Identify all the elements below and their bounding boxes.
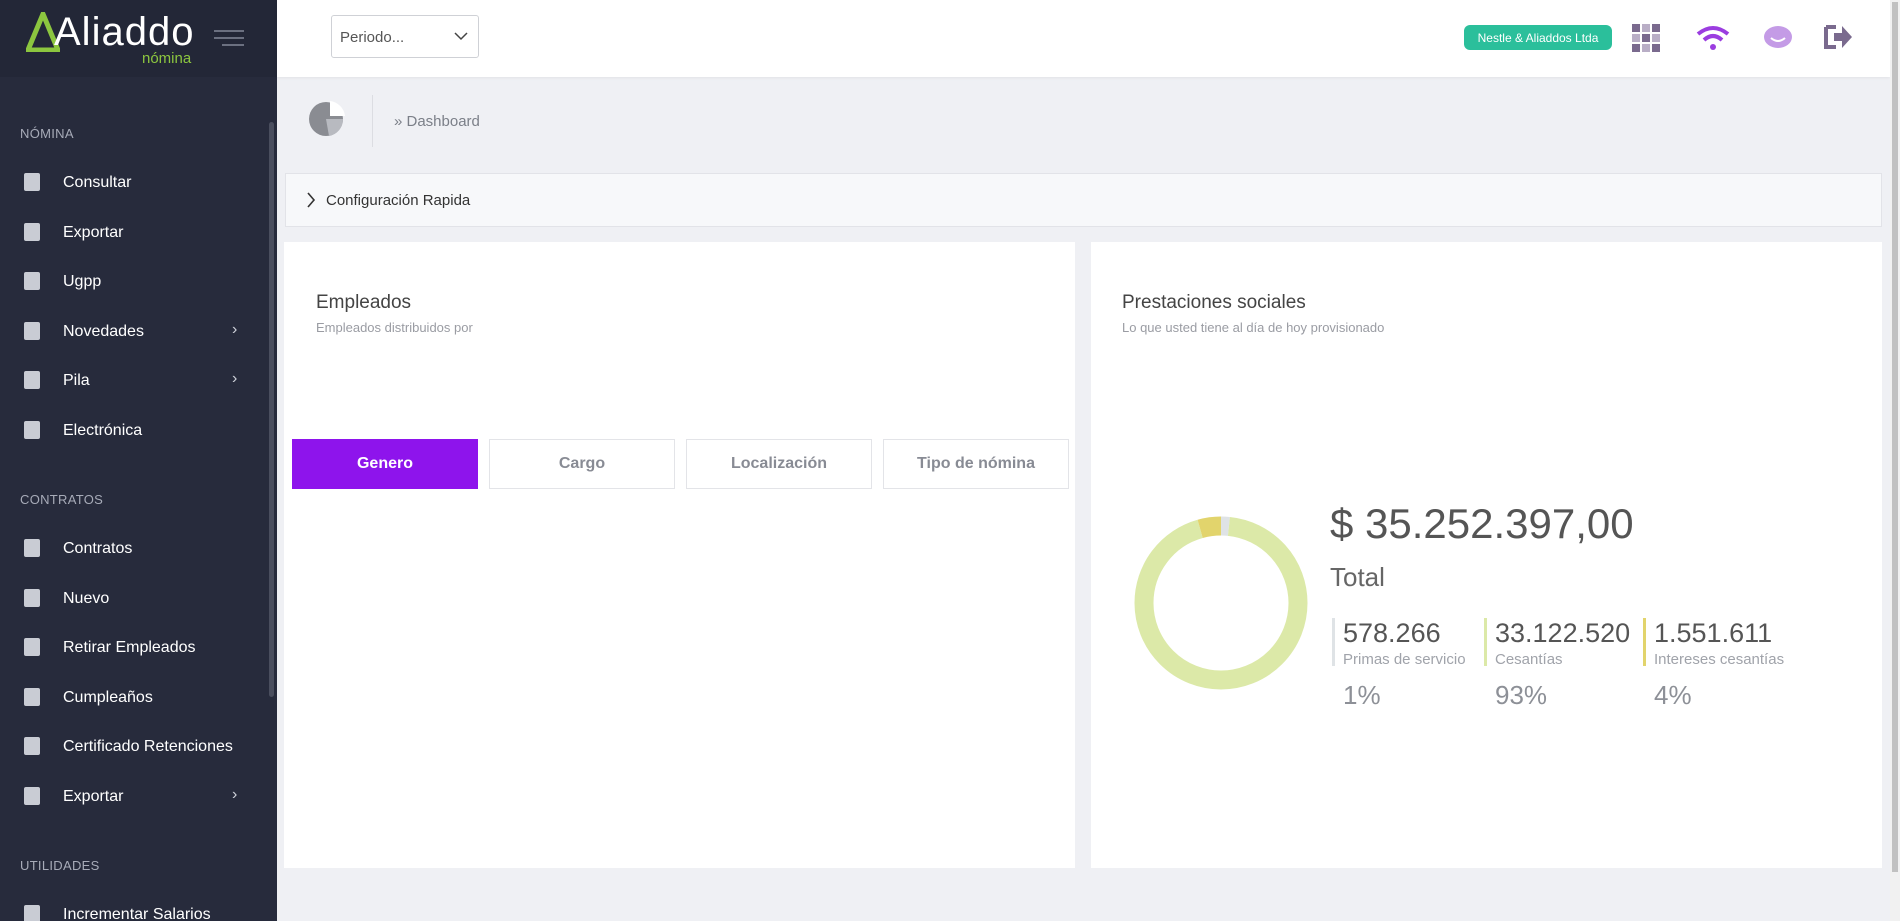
donut-segment xyxy=(1134,516,1308,690)
logo-icon xyxy=(26,12,60,52)
card-title: Prestaciones sociales xyxy=(1122,292,1306,313)
item-percent: 93% xyxy=(1495,680,1548,710)
menu-item[interactable]: Retirar Empleados xyxy=(63,639,196,656)
tab[interactable]: Tipo de nómina xyxy=(883,439,1069,489)
page-scrollbar xyxy=(1890,0,1900,921)
menu-item[interactable]: Nuevo xyxy=(63,589,110,607)
menu-item[interactable]: Contratos xyxy=(63,540,133,557)
chat-icon[interactable] xyxy=(1763,24,1793,52)
menu-item[interactable]: Pila xyxy=(63,372,90,389)
menu-toggle[interactable] xyxy=(214,28,244,48)
menu-icon xyxy=(24,272,40,290)
logout-icon[interactable] xyxy=(1824,24,1854,50)
total-value: $ 35.252.397,00 xyxy=(1330,500,1634,547)
item-label: Intereses cesantías xyxy=(1654,651,1785,668)
submenu-chevron: › xyxy=(232,785,238,803)
company-badge[interactable]: Nestle & Aliaddos Ltda xyxy=(1464,25,1612,50)
logo-text: Aliaddo xyxy=(54,10,195,54)
menu-icon xyxy=(24,638,40,656)
item-percent: 1% xyxy=(1343,680,1381,710)
menu-icon xyxy=(24,588,40,607)
apps-icon[interactable] xyxy=(1632,24,1662,52)
menu-item[interactable]: Exportar xyxy=(63,223,124,241)
quick-config-label: Configuración Rapida xyxy=(326,192,471,209)
item-value: 33.122.520 xyxy=(1495,618,1631,648)
menu-icon xyxy=(24,321,40,340)
item-marker xyxy=(1484,618,1487,666)
tab[interactable]: Localización xyxy=(686,439,872,489)
menu-item[interactable]: Electrónica xyxy=(63,421,143,439)
menu-item[interactable]: Exportar xyxy=(63,787,124,805)
topbar: Periodo... Nestle & Aliaddos Ltda xyxy=(277,0,1890,77)
card-subtitle: Empleados distribuidos por xyxy=(316,320,473,335)
section-title: CONTRATOS xyxy=(20,492,104,507)
scroll-thumb xyxy=(1892,2,1898,872)
wifi-icon[interactable] xyxy=(1695,24,1731,52)
total-label: Total xyxy=(1330,562,1385,592)
item-value: 1.551.611 xyxy=(1654,618,1773,648)
menu-item[interactable]: Novedades xyxy=(63,322,144,340)
menu-item[interactable]: Incrementar Salarios xyxy=(63,906,211,921)
menu-icon xyxy=(24,687,40,706)
menu-icon xyxy=(24,905,40,921)
sidebar: Aliaddo nómina NÓMINA Consultar Exportar Ug… xyxy=(0,0,277,921)
card-title: Empleados xyxy=(316,292,412,313)
sidebar-scrollbar xyxy=(269,122,274,697)
tab[interactable]: Genero xyxy=(292,439,478,489)
logo-area: Aliaddo nómina xyxy=(0,0,277,77)
select-caret xyxy=(454,32,468,41)
item-marker xyxy=(1332,618,1335,666)
menu-icon xyxy=(24,786,40,805)
menu-item[interactable]: Ugpp xyxy=(63,273,102,290)
menu-item[interactable]: Cumpleaños xyxy=(63,688,153,706)
submenu-chevron: › xyxy=(232,320,238,338)
menu-icon xyxy=(24,737,40,755)
tab[interactable]: Cargo xyxy=(489,439,675,489)
breadcrumb: » Dashboard xyxy=(394,113,480,130)
submenu-chevron: › xyxy=(232,370,238,387)
section-title: NÓMINA xyxy=(20,126,74,141)
quick-config[interactable]: Configuración Rapida xyxy=(285,173,1882,227)
menu-item[interactable]: Certificado Retenciones xyxy=(63,738,233,755)
card-subtitle: Lo que usted tiene al día de hoy provisi… xyxy=(1122,320,1385,335)
item-label: Cesantías xyxy=(1495,651,1563,668)
menu-icon xyxy=(24,371,40,389)
period-select[interactable]: Periodo... xyxy=(331,15,479,58)
donut-chart xyxy=(1134,516,1308,690)
divider xyxy=(372,95,373,147)
donut-segment xyxy=(1134,516,1308,690)
period-placeholder: Periodo... xyxy=(340,29,405,46)
menu-icon xyxy=(24,222,40,241)
dashboard-icon xyxy=(309,101,345,136)
item-percent: 4% xyxy=(1654,680,1692,710)
benefits-card xyxy=(1091,242,1882,868)
logo-sub: nómina xyxy=(142,50,192,67)
item-value: 578.266 xyxy=(1343,618,1441,648)
menu-icon xyxy=(24,539,40,557)
expand-chevron xyxy=(307,192,316,208)
employees-card xyxy=(284,242,1075,868)
item-marker xyxy=(1643,618,1646,666)
menu-icon xyxy=(24,420,40,439)
menu-item[interactable]: Consultar xyxy=(63,174,132,191)
item-label: Primas de servicio xyxy=(1343,651,1466,668)
menu-icon xyxy=(24,173,40,191)
section-title: UTILIDADES xyxy=(20,858,100,873)
